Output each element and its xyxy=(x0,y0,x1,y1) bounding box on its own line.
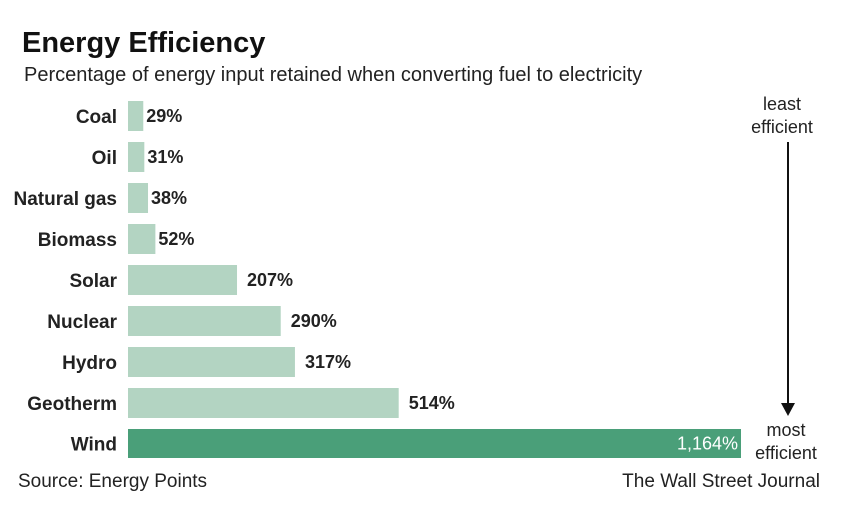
chart-subtitle: Percentage of energy input retained when… xyxy=(24,64,642,86)
category-label: Wind xyxy=(71,435,117,456)
category-label: Geotherm xyxy=(27,394,117,415)
bar-row: Natural gas 38% xyxy=(14,183,187,213)
bar-row: Solar 207% xyxy=(69,265,293,295)
category-label: Natural gas xyxy=(14,189,117,210)
category-label: Oil xyxy=(92,148,117,169)
bar xyxy=(128,306,281,336)
value-label: 207% xyxy=(247,270,293,290)
bar-row: Oil 31% xyxy=(92,142,183,172)
bar-row: Biomass 52% xyxy=(38,224,194,254)
bar-row: Wind 1,164% xyxy=(71,429,741,458)
bar xyxy=(128,265,238,295)
value-label: 1,164% xyxy=(677,434,738,454)
bar xyxy=(128,142,145,172)
bar xyxy=(128,183,149,213)
source-note: Source: Energy Points xyxy=(18,471,207,492)
bar-row: Geotherm 514% xyxy=(27,388,455,418)
category-label: Solar xyxy=(69,271,117,292)
annotation-bottom-line2: efficient xyxy=(755,443,817,463)
bar-row: Nuclear 290% xyxy=(47,306,337,336)
annotation-bottom-line1: most xyxy=(766,420,805,440)
value-label: 514% xyxy=(409,393,455,413)
bar xyxy=(128,347,295,377)
efficiency-annotation: least efficient most efficient xyxy=(751,94,817,463)
category-label: Nuclear xyxy=(47,312,117,333)
category-label: Biomass xyxy=(38,230,117,251)
down-arrow-icon xyxy=(781,403,795,416)
publisher-credit: The Wall Street Journal xyxy=(622,471,820,492)
bar xyxy=(128,388,399,418)
bar-row: Coal 29% xyxy=(76,101,182,131)
value-label: 38% xyxy=(151,188,187,208)
bar xyxy=(128,429,741,458)
bar-row: Hydro 317% xyxy=(62,347,351,377)
value-label: 31% xyxy=(147,147,183,167)
value-label: 317% xyxy=(305,352,351,372)
category-label: Coal xyxy=(76,107,117,128)
value-label: 290% xyxy=(291,311,337,331)
category-label: Hydro xyxy=(62,353,117,374)
bar xyxy=(128,224,156,254)
bar xyxy=(128,101,144,131)
annotation-top-line2: efficient xyxy=(751,117,813,137)
value-label: 29% xyxy=(146,106,182,126)
value-label: 52% xyxy=(158,229,194,249)
chart-title: Energy Efficiency xyxy=(22,27,265,59)
bar-group: Coal 29% Oil 31% Natural gas 38% Biomass 52% Sol… xyxy=(14,101,741,458)
annotation-top-line1: least xyxy=(763,94,801,114)
